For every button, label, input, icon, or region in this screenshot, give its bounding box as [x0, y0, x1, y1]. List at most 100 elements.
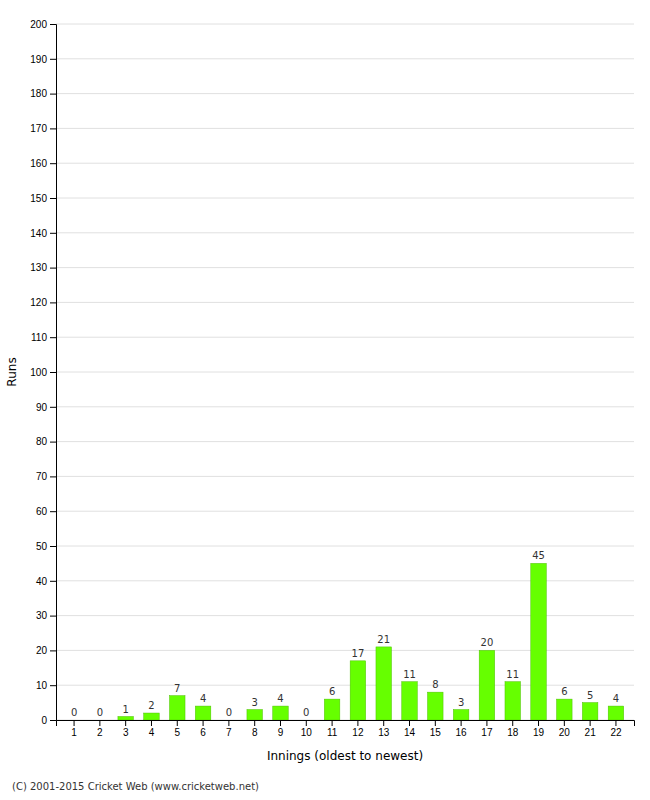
tick-label: 190: [30, 54, 47, 65]
data-label: 0: [226, 707, 232, 718]
tick-label: 0: [41, 715, 47, 726]
tick: 80: [36, 436, 56, 447]
tick-label: 60: [36, 506, 48, 517]
grid-line: [56, 372, 634, 373]
tick: 15: [430, 720, 442, 738]
tick-mark: [50, 546, 56, 547]
tick-label: 100: [30, 367, 47, 378]
bar: [350, 661, 365, 720]
bar: [557, 699, 572, 720]
tick-label: 120: [30, 297, 47, 308]
tick: 5: [174, 720, 180, 738]
tick-label: 11: [327, 727, 338, 738]
data-label: 4: [613, 693, 619, 704]
tick-label: 160: [30, 158, 47, 169]
data-label: 6: [329, 686, 335, 697]
tick: 180: [30, 88, 56, 99]
bar: [144, 713, 159, 720]
tick-mark: [50, 442, 56, 443]
tick-label: 50: [36, 541, 48, 552]
grid-line: [56, 58, 634, 59]
bar: [66, 720, 81, 721]
tick: 6: [200, 720, 206, 738]
tick-mark: [177, 720, 178, 726]
tick-mark: [99, 720, 100, 726]
tick-mark: [564, 720, 565, 726]
tick-label: 4: [149, 727, 155, 738]
tick-label: 8: [252, 727, 258, 738]
tick: 4: [149, 720, 155, 738]
chart: 0102030405060708090100110120130140150160…: [0, 0, 650, 800]
tick: 100: [30, 367, 56, 378]
tick-mark: [435, 720, 436, 726]
bar: [273, 706, 288, 720]
data-label: 4: [200, 693, 206, 704]
grid-line: [56, 441, 634, 442]
tick-mark: [203, 720, 204, 726]
tick: 18: [507, 720, 519, 738]
y-axis-title: Runs: [5, 357, 19, 386]
tick: 10: [301, 720, 313, 738]
tick-label: 90: [36, 402, 48, 413]
tick-label: 200: [30, 19, 47, 30]
tick-label: 2: [97, 727, 103, 738]
tick-mark: [512, 720, 513, 726]
bar: [118, 717, 133, 720]
tick-label: 20: [36, 645, 48, 656]
tick-mark: [50, 650, 56, 651]
data-label: 0: [303, 707, 309, 718]
grid-line: [56, 685, 634, 686]
tick: 21: [585, 720, 597, 738]
tick-label: 15: [430, 727, 442, 738]
tick-mark: [50, 337, 56, 338]
bar: [324, 699, 339, 720]
data-label: 45: [532, 550, 545, 561]
tick-label: 18: [507, 727, 519, 738]
tick-mark: [50, 511, 56, 512]
grid-line: [56, 650, 634, 651]
tick: 7: [226, 720, 232, 738]
tick-label: 7: [226, 727, 232, 738]
tick: 70: [36, 471, 56, 482]
grid-line: [56, 128, 634, 129]
tick-label: 180: [30, 88, 47, 99]
tick-mark: [125, 720, 126, 726]
bar: [453, 710, 468, 720]
tick-mark: [50, 476, 56, 477]
tick-label: 22: [610, 727, 622, 738]
data-label: 0: [97, 707, 103, 718]
bar: [247, 710, 262, 720]
tick-label: 80: [36, 436, 48, 447]
tick: 9: [278, 720, 284, 738]
tick-mark: [50, 685, 56, 686]
data-label: 21: [377, 634, 390, 645]
data-labels: 0012740340617211183201145654: [71, 550, 619, 718]
data-label: 11: [506, 669, 519, 680]
tick: 8: [252, 720, 258, 738]
grid-line: [56, 615, 634, 616]
tick-mark: [50, 616, 56, 617]
tick: 20: [36, 645, 56, 656]
tick: 2: [97, 720, 103, 738]
tick: 140: [30, 228, 56, 239]
tick: 90: [36, 402, 56, 413]
data-label: 3: [458, 697, 464, 708]
grid-line: [56, 546, 634, 547]
tick-mark: [50, 94, 56, 95]
bar: [582, 703, 597, 720]
tick-mark: [50, 24, 56, 25]
tick: 1: [71, 720, 77, 738]
tick: 17: [481, 720, 493, 738]
bar: [505, 682, 520, 720]
bar: [402, 682, 417, 720]
tick: 13: [378, 720, 390, 738]
bar: [299, 720, 314, 721]
grid-line: [56, 476, 634, 477]
tick-label: 17: [481, 727, 493, 738]
tick-label: 3: [123, 727, 129, 738]
tick: 190: [30, 54, 56, 65]
tick: 170: [30, 123, 56, 134]
bar: [221, 720, 236, 721]
y-axis: 0102030405060708090100110120130140150160…: [30, 19, 56, 726]
axis-line: [57, 721, 635, 727]
